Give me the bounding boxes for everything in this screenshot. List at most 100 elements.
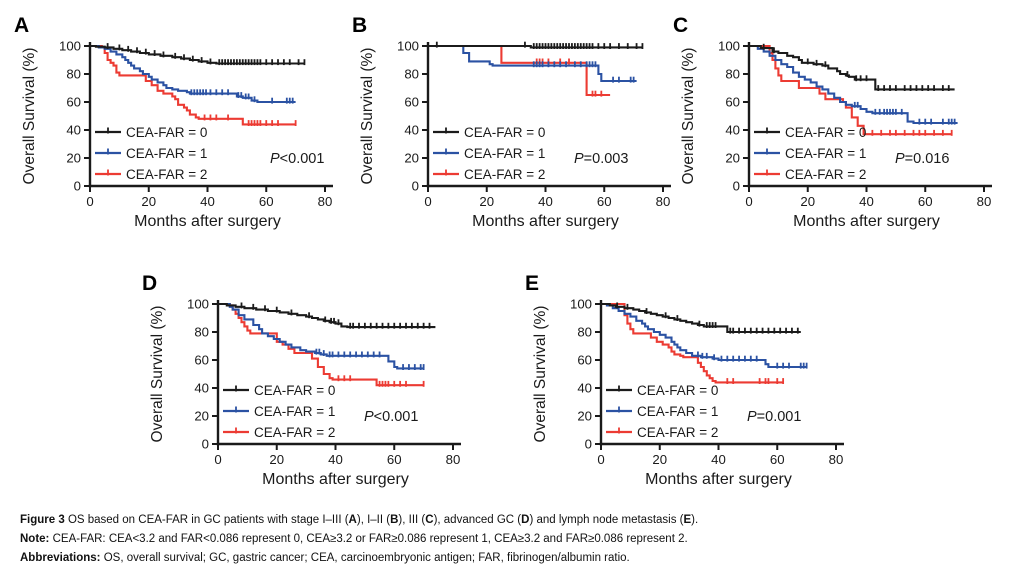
x-tick-label: 20 [652, 452, 667, 467]
p-value: P<0.001 [270, 151, 324, 167]
km-panel-a: A 0 20 40 60 80 100 0 20 40 60 80 Overall Survival … [0, 6, 340, 240]
x-tick-label: 20 [269, 452, 284, 467]
km-series-line [90, 44, 296, 126]
figure-caption: Figure 3 OS based on CEA-FAR in GC patie… [20, 511, 1008, 567]
x-tick-label: 60 [770, 452, 785, 467]
x-tick-label: 60 [918, 194, 933, 209]
caption-note-line: Note: CEA-FAR: CEA<3.2 and FAR<0.086 rep… [20, 530, 1008, 549]
x-tick-label: 80 [446, 452, 461, 467]
x-tick-label: 0 [597, 452, 604, 467]
legend-label: CEA-FAR = 0 [464, 125, 545, 140]
y-tick-label: 60 [577, 353, 592, 368]
y-axis-title: Overall Survival (%) [680, 48, 697, 185]
legend-label: CEA-FAR = 2 [637, 425, 718, 440]
y-tick-label: 0 [74, 179, 81, 194]
caption-segment: OS, overall survival; GC, gastric cancer… [103, 551, 630, 564]
y-tick-label: 100 [59, 39, 81, 54]
x-axis-title: Months after surgery [645, 471, 792, 488]
x-axis-title: Months after surgery [472, 213, 619, 230]
caption-segment: Abbreviations: [20, 551, 104, 564]
caption-segment: ), I–II ( [356, 514, 391, 526]
y-tick-label: 80 [194, 325, 209, 340]
caption-segment: ) and lymph node metastasis ( [529, 514, 684, 526]
caption-segment: CEA-FAR: CEA<3.2 and FAR<0.086 represent… [52, 532, 688, 545]
p-value: P<0.001 [364, 409, 418, 425]
km-chart-d: 0 20 40 60 80 100 0 20 40 60 80 Overall Survival (%… [149, 297, 461, 488]
x-tick-label: 40 [538, 194, 553, 209]
x-axis-title: Months after surgery [262, 471, 409, 488]
km-series-line [601, 302, 807, 369]
panel-label-b: B [352, 14, 368, 37]
x-tick-label: 40 [711, 452, 726, 467]
x-tick-label: 80 [656, 194, 671, 209]
y-tick-label: 0 [202, 437, 209, 452]
y-axis-title: Overall Survival (%) [21, 48, 38, 185]
x-tick-label: 60 [597, 194, 612, 209]
y-tick-label: 60 [194, 353, 209, 368]
caption-segment: ), III ( [398, 514, 426, 526]
y-tick-label: 20 [194, 409, 209, 424]
x-tick-label: 0 [86, 194, 93, 209]
km-series-line [749, 44, 958, 125]
legend-label: CEA-FAR = 2 [785, 167, 866, 182]
km-series-line [218, 302, 436, 329]
km-series-line [749, 44, 955, 91]
caption-segment: ). [691, 514, 699, 526]
km-chart-e: 0 20 40 60 80 100 0 20 40 60 80 Overall Survival (%… [532, 297, 844, 488]
caption-segment: C [425, 514, 434, 526]
y-tick-label: 100 [397, 39, 419, 54]
panel-label-e: E [525, 272, 540, 295]
km-series-line [749, 44, 952, 136]
legend-label: CEA-FAR = 1 [254, 404, 335, 419]
x-tick-label: 80 [977, 194, 992, 209]
y-tick-label: 20 [725, 151, 740, 166]
caption-segment: B [390, 514, 399, 526]
legend-label: CEA-FAR = 2 [126, 167, 207, 182]
y-tick-label: 80 [404, 67, 419, 82]
x-axis-title: Months after surgery [134, 213, 281, 230]
x-tick-label: 0 [214, 452, 221, 467]
y-tick-label: 60 [66, 95, 81, 110]
km-series-line [90, 44, 296, 104]
x-tick-label: 80 [829, 452, 844, 467]
p-value: P=0.003 [574, 151, 628, 167]
legend-label: CEA-FAR = 2 [464, 167, 545, 182]
caption-segment: Note: [20, 532, 53, 545]
panel-label-a: A [14, 14, 30, 37]
x-tick-label: 80 [318, 194, 333, 209]
x-axis-title: Months after surgery [793, 213, 940, 230]
y-tick-label: 80 [66, 67, 81, 82]
legend-label: CEA-FAR = 1 [785, 146, 866, 161]
km-series-line [218, 302, 424, 387]
x-tick-label: 20 [479, 194, 494, 209]
panel-label-d: D [142, 272, 158, 295]
caption-segment: E [683, 514, 692, 526]
x-tick-label: 0 [745, 194, 752, 209]
y-tick-label: 40 [404, 123, 419, 138]
y-tick-label: 100 [570, 297, 592, 312]
km-chart-a: 0 20 40 60 80 100 0 20 40 60 80 Overall Survival (%… [21, 39, 333, 230]
y-axis-title: Overall Survival (%) [149, 306, 166, 443]
x-tick-label: 0 [424, 194, 431, 209]
x-tick-label: 60 [259, 194, 274, 209]
y-tick-label: 80 [725, 67, 740, 82]
y-axis-title: Overall Survival (%) [359, 48, 376, 185]
km-series-line [428, 44, 611, 97]
km-chart-b: 0 20 40 60 80 100 0 20 40 60 80 Overall Survival (%… [359, 39, 671, 230]
y-tick-label: 20 [66, 151, 81, 166]
km-series-line [601, 302, 784, 384]
km-panel-e: E 0 20 40 60 80 100 0 20 40 60 80 Overall Survival … [511, 264, 851, 498]
x-tick-label: 40 [200, 194, 215, 209]
caption-segment: OS based on CEA-FAR in GC patients with … [67, 514, 349, 526]
legend-label: CEA-FAR = 1 [126, 146, 207, 161]
y-tick-label: 20 [577, 409, 592, 424]
panel-label-c: C [673, 14, 689, 37]
legend-label: CEA-FAR = 2 [254, 425, 335, 440]
y-tick-label: 40 [725, 123, 740, 138]
y-axis-title: Overall Survival (%) [532, 306, 549, 443]
y-tick-label: 0 [412, 179, 419, 194]
y-tick-label: 40 [577, 381, 592, 396]
legend-label: CEA-FAR = 0 [785, 125, 866, 140]
caption-figure-line: Figure 3 OS based on CEA-FAR in GC patie… [20, 511, 1008, 530]
